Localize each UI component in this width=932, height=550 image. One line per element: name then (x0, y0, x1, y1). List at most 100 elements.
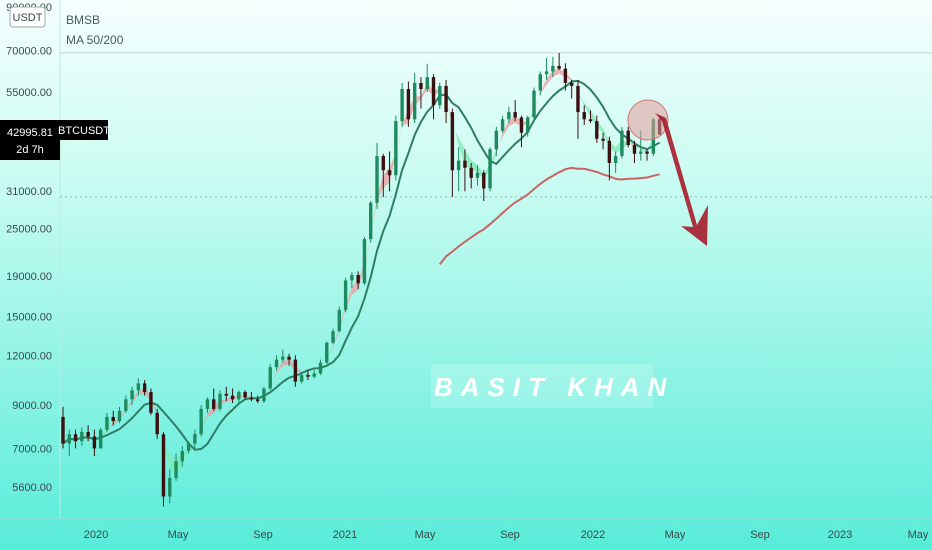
candle-body (406, 89, 411, 120)
candle-body (645, 151, 649, 154)
bmsb-band-segment (106, 422, 114, 432)
currency-badge[interactable]: USDT (13, 12, 43, 24)
price-tag-countdown: 2d 7h (16, 144, 44, 156)
down-arrow (655, 113, 708, 246)
symbol-tag: BTCUSDT (58, 125, 110, 137)
y-axis: 5600.00 7000.00 9000.00 12000.00 15000.00 190… (6, 2, 52, 494)
candle-body (124, 399, 128, 411)
candle-body (186, 443, 191, 451)
bmsb-band-segment (326, 345, 334, 360)
candle-body (224, 393, 228, 396)
candle-body (526, 117, 530, 133)
candle-body (400, 89, 404, 122)
candle-body (142, 383, 147, 393)
candle-body (230, 395, 235, 400)
legend-title: BMSB (66, 13, 100, 27)
candle-body (412, 82, 417, 120)
x-tick-label: May (908, 529, 929, 541)
candle-body (306, 375, 310, 377)
candle-body (381, 156, 385, 171)
bmsb-band-segment (546, 70, 553, 85)
legend-subtitle: MA 50/200 (66, 33, 124, 47)
candle-body (607, 140, 612, 163)
candle-body (92, 436, 97, 449)
currency-badge-box[interactable] (9, 6, 46, 28)
candle-body (105, 416, 109, 430)
candle-body (331, 331, 335, 343)
candle-body (582, 112, 586, 120)
candle-body (249, 397, 254, 400)
candle-body (450, 112, 455, 171)
candle-body (111, 416, 115, 422)
candle-body (98, 429, 103, 449)
watermark-box (431, 364, 653, 408)
candle-body (588, 119, 593, 122)
candle-body (576, 85, 580, 113)
watermark: BASIT KHAN (431, 364, 666, 408)
candle-body (325, 342, 329, 363)
candle-body (161, 434, 166, 497)
candle-body (563, 68, 568, 83)
candle-body (362, 239, 367, 284)
candle-body (632, 145, 637, 154)
candle-body (268, 367, 272, 389)
bmsb-band-segment (351, 279, 359, 295)
candle-body (168, 477, 172, 497)
candle-body (218, 393, 222, 409)
y-tick-label: 70000.00 (6, 45, 52, 57)
candle-body (475, 172, 480, 178)
candlestick-series (61, 52, 662, 507)
candle-body (544, 71, 549, 75)
candle-body (237, 392, 241, 400)
candle-body (293, 359, 298, 382)
x-tick-label: May (665, 529, 686, 541)
candle-body (243, 392, 247, 398)
y-tick-label: 19000.00 (6, 271, 52, 283)
x-tick-label: Sep (253, 529, 273, 541)
candle-body (155, 412, 159, 435)
candle-body (299, 375, 304, 382)
candle-body (149, 392, 153, 413)
candle-body (174, 461, 178, 478)
candle-body (199, 408, 203, 435)
bmsb-band-segment (508, 116, 516, 127)
candle-body (620, 130, 624, 157)
candle-body (456, 160, 461, 171)
candle-body (262, 388, 266, 402)
grid-lines (59, 0, 919, 522)
candle-body (431, 77, 436, 106)
x-tick-label: Sep (750, 529, 770, 541)
y-tick-label: 12000.00 (6, 350, 52, 362)
candle-body (73, 434, 78, 442)
candle-body (67, 434, 71, 444)
candle-body (180, 450, 185, 462)
candle-body (538, 74, 542, 91)
bmsb-band-segment (270, 371, 277, 386)
moving-averages (62, 79, 661, 451)
candle-body (281, 356, 285, 360)
candle-body (61, 416, 65, 444)
y-tick-label: 9000.00 (12, 400, 52, 412)
candle-body (337, 309, 342, 332)
x-tick-label: 2020 (84, 529, 108, 541)
bmsb-band-segment (502, 120, 509, 137)
candle-body (117, 410, 122, 422)
price-tag-value: 42995.81 (7, 127, 53, 139)
bmsb-band-segment (282, 358, 290, 367)
candle-body (212, 399, 216, 409)
x-tick-label: 2021 (333, 529, 357, 541)
candle-body (482, 172, 486, 189)
candle-body (551, 65, 555, 72)
ma200-line (439, 166, 660, 266)
candle-body (500, 119, 505, 131)
symbol-tag-box (60, 120, 108, 140)
candle-body (375, 156, 379, 203)
y-tick-label: 55000.00 (6, 87, 52, 99)
candle-body (136, 383, 141, 391)
x-axis: 2020 May Sep 2021 May Sep 2022 May Sep 2023 May (0, 517, 932, 541)
candle-body (419, 82, 423, 90)
highlight-circle (627, 99, 669, 141)
price-tag: 42995.81 2d 7h BTCUSDT (0, 120, 110, 160)
